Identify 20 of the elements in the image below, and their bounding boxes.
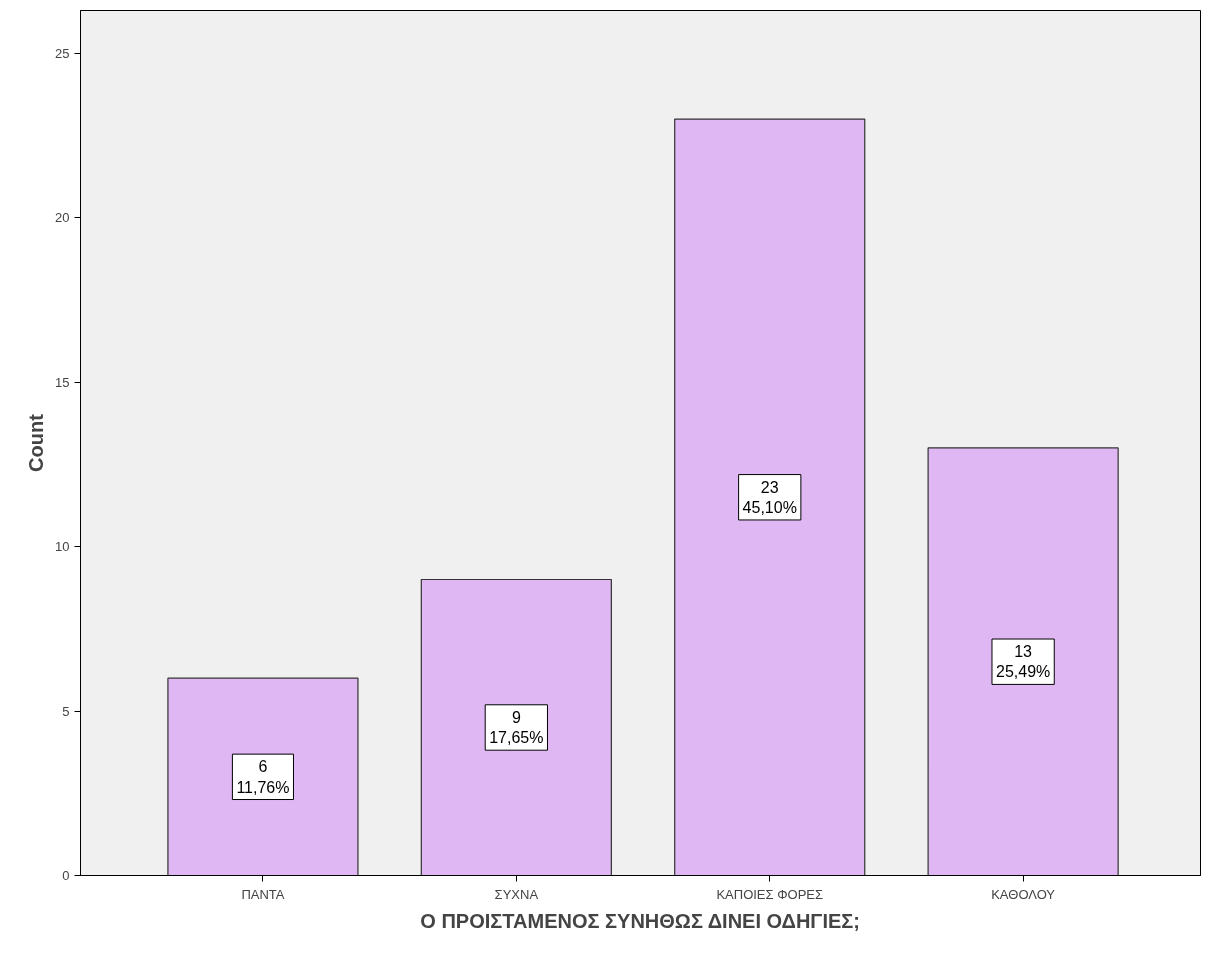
x-axis-title: Ο ΠΡΟΙΣΤΑΜΕΝΟΣ ΣΥΝΗΘΩΣ ΔΙΝΕΙ ΟΔΗΓΙΕΣ; — [420, 909, 860, 932]
y-tick-label: 10 — [55, 539, 70, 555]
bar — [674, 118, 866, 876]
y-tick-label: 0 — [62, 868, 70, 883]
bar — [420, 578, 612, 876]
x-tick-label: ΠΑΝΤΑ — [241, 886, 285, 902]
bar — [927, 447, 1119, 876]
bar — [167, 677, 359, 876]
y-tick-label: 20 — [55, 210, 70, 226]
data-label: 6 11,76% — [236, 758, 290, 796]
x-tick-label: ΚΑΘΟΛΟΥ — [991, 886, 1056, 902]
x-tick-label: ΣΥΧΝΑ — [494, 886, 539, 902]
data-label: 13 25,49% — [995, 643, 1051, 681]
y-axis-title: Count — [25, 413, 48, 472]
data-label: 9 17,65% — [489, 708, 544, 747]
data-label: 23 45,10% — [742, 478, 797, 516]
y-tick-label: 15 — [55, 374, 70, 390]
x-tick-label: ΚΑΠΟΙΕΣ ΦΟΡΕΣ — [716, 886, 824, 902]
y-tick-label: 5 — [62, 703, 70, 719]
y-tick-label: 25 — [55, 45, 70, 61]
